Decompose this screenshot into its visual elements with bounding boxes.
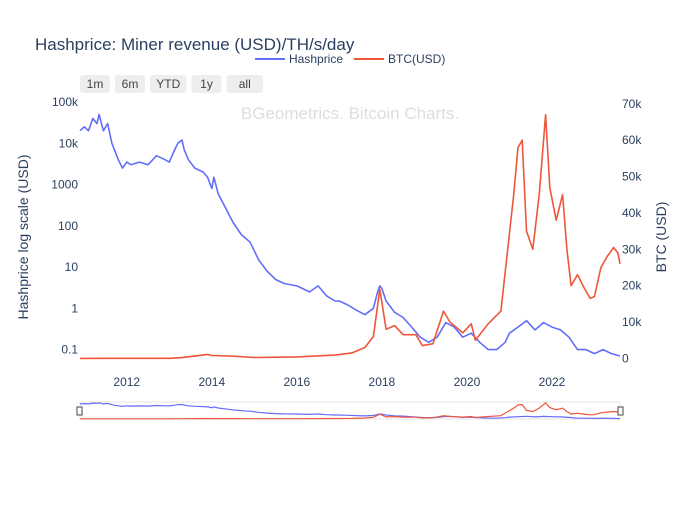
range-slider-left-handle[interactable] <box>76 406 83 416</box>
y-right-axis: 70k 60k 50k 40k 30k 20k 10k 0 <box>622 97 642 366</box>
plot-area[interactable] <box>79 113 621 360</box>
range-slider[interactable] <box>76 401 624 420</box>
y-right-tick-label: 30k <box>622 242 642 256</box>
range-button-ytd[interactable]: YTD <box>150 75 187 93</box>
range-button-bg <box>150 75 187 93</box>
x-tick-label: 2022 <box>539 375 566 389</box>
y-left-tick-label: 0.1 <box>61 343 78 357</box>
range-selector[interactable]: 1m 6m YTD 1y all <box>80 75 263 93</box>
y-right-tick-label: 0 <box>622 351 629 365</box>
series-line-hashprice[interactable] <box>79 113 621 357</box>
legend[interactable]: Hashprice BTC(USD) <box>255 52 445 66</box>
range-button-bg <box>226 75 263 93</box>
y-left-tick-label: 1 <box>71 301 78 315</box>
x-tick-label: 2012 <box>113 375 140 389</box>
range-button-label: 1y <box>200 77 213 91</box>
y-right-axis-title: BTC (USD) <box>653 202 669 273</box>
range-button-label: 6m <box>122 77 139 91</box>
y-right-tick-label: 60k <box>622 133 642 147</box>
range-button-6m[interactable]: 6m <box>115 75 145 93</box>
legend-label-btc[interactable]: BTC(USD) <box>388 52 445 66</box>
watermark: BGeometrics. Bitcoin Charts. <box>241 104 459 123</box>
y-left-tick-label: 100k <box>52 95 79 109</box>
range-button-bg <box>80 75 110 93</box>
x-axis: 2012 2014 2016 2018 2020 2022 <box>113 375 565 389</box>
y-left-axis: 100k 10k 1000 100 10 1 0.1 <box>51 95 79 357</box>
x-tick-label: 2020 <box>454 375 481 389</box>
range-button-1y[interactable]: 1y <box>191 75 222 93</box>
range-button-label: all <box>239 77 251 91</box>
range-button-all[interactable]: all <box>226 75 264 93</box>
y-right-tick-label: 20k <box>622 279 642 293</box>
y-left-tick-label: 10k <box>59 136 79 150</box>
range-slider-line-hashprice <box>79 402 621 420</box>
legend-label-hashprice[interactable]: Hashprice <box>289 52 343 66</box>
y-right-tick-label: 70k <box>622 97 642 111</box>
y-right-tick-label: 50k <box>622 170 642 184</box>
range-button-bg <box>191 75 222 93</box>
range-slider-lines <box>79 401 621 420</box>
series-line-btc-usd[interactable] <box>79 113 621 360</box>
range-button-1m[interactable]: 1m <box>80 75 110 93</box>
chart-title: Hashprice: Miner revenue (USD)/TH/s/day <box>35 35 355 54</box>
range-button-label: YTD <box>156 77 180 91</box>
y-left-tick-label: 1000 <box>51 178 78 192</box>
y-left-axis-title: Hashprice log scale (USD) <box>15 155 31 320</box>
y-right-tick-label: 10k <box>622 315 642 329</box>
y-left-tick-label: 10 <box>65 260 79 274</box>
range-slider-line-btc-usd <box>80 401 621 420</box>
x-tick-label: 2016 <box>283 375 310 389</box>
range-slider-right-handle[interactable] <box>617 406 624 416</box>
x-tick-label: 2018 <box>369 375 396 389</box>
range-button-label: 1m <box>87 77 104 91</box>
y-left-tick-label: 100 <box>58 219 78 233</box>
x-tick-label: 2014 <box>198 375 225 389</box>
y-right-tick-label: 40k <box>622 206 642 220</box>
range-button-bg <box>115 75 145 93</box>
